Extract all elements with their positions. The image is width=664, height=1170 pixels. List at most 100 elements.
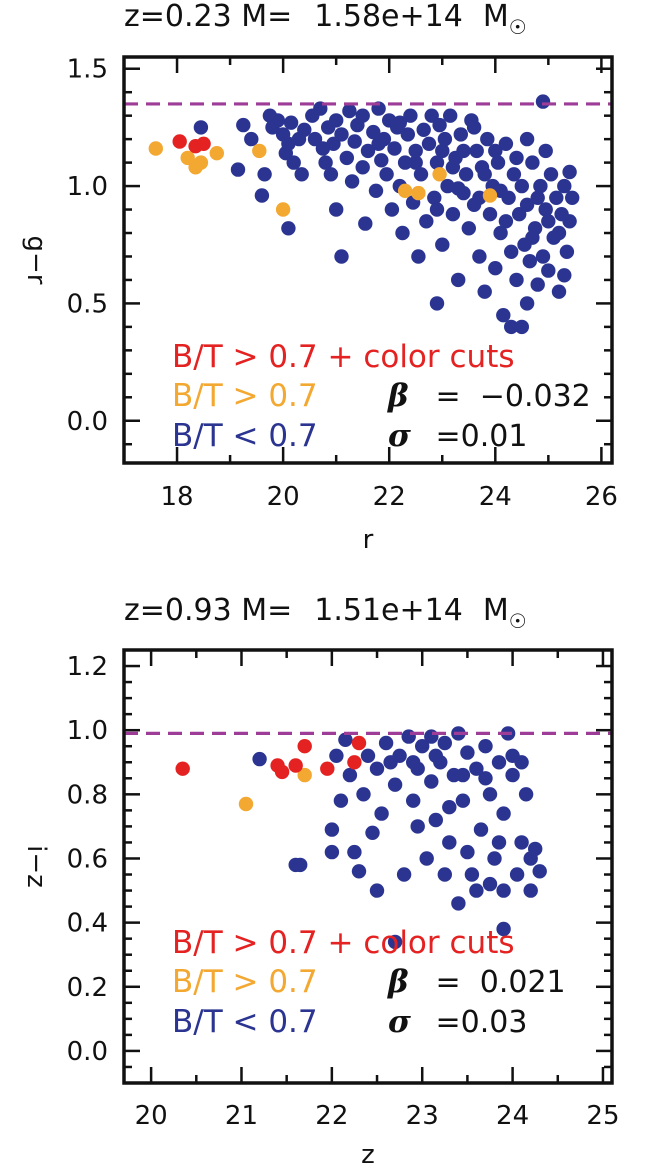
point-series0-0 <box>176 762 190 776</box>
point-series2-59 <box>419 214 433 228</box>
point-series2-27 <box>429 813 443 827</box>
point-series2-14 <box>287 155 301 169</box>
point-series2-35 <box>356 160 370 174</box>
legend-entry: B/T < 0.7 <box>172 1004 318 1040</box>
point-series2-2 <box>293 858 307 872</box>
title-unit-symbol: ☉ <box>509 15 527 39</box>
point-series2-63 <box>383 755 397 769</box>
point-series2-2 <box>236 118 250 132</box>
y-axis-label: g−r <box>21 236 51 285</box>
point-series2-129 <box>430 202 444 216</box>
point-series2-14 <box>370 762 384 776</box>
point-series2-89 <box>496 308 510 322</box>
y-tick-label: 1.0 <box>67 172 108 202</box>
sigma-symbol: σ <box>388 418 411 454</box>
point-series2-79 <box>470 144 484 158</box>
point-series1-5 <box>252 144 266 158</box>
point-series2-16 <box>379 736 393 750</box>
data-points <box>176 726 547 949</box>
x-tick-label: 21 <box>225 1101 258 1131</box>
point-series2-130 <box>509 151 523 165</box>
point-series2-31 <box>342 104 356 118</box>
y-tick-label: 0.0 <box>67 407 108 437</box>
point-series2-18 <box>388 778 402 792</box>
point-series2-42 <box>492 755 506 769</box>
point-series2-44 <box>379 167 393 181</box>
y-tick-label: 1.2 <box>67 652 108 682</box>
point-series2-12 <box>281 221 295 235</box>
point-series2-50 <box>395 226 409 240</box>
point-series2-64 <box>430 296 444 310</box>
point-series2-44 <box>496 806 510 820</box>
point-series2-123 <box>520 132 534 146</box>
y-tick-label: 0.6 <box>67 844 108 874</box>
point-series2-41 <box>487 851 501 865</box>
point-series2-76 <box>462 221 476 235</box>
point-series2-36 <box>465 867 479 881</box>
point-series2-127 <box>552 226 566 240</box>
title-unit-symbol: ☉ <box>509 609 527 633</box>
point-series2-59 <box>442 800 456 814</box>
beta-value: = 0.021 <box>426 965 566 1000</box>
point-series2-75 <box>459 167 473 181</box>
beta-symbol: β <box>387 964 409 1000</box>
point-series2-4 <box>325 845 339 859</box>
point-series1-3 <box>194 155 208 169</box>
point-series2-48 <box>514 835 528 849</box>
y-tick-label: 0.4 <box>67 909 108 939</box>
x-tick-label: 24 <box>479 482 512 512</box>
x-tick-label: 24 <box>496 1101 529 1131</box>
point-series2-33 <box>348 134 362 148</box>
x-tick-label: 22 <box>315 1101 348 1131</box>
point-series2-113 <box>552 285 566 299</box>
point-series2-13 <box>365 826 379 840</box>
point-series0-3 <box>289 758 303 772</box>
point-series2-94 <box>507 167 521 181</box>
point-series1-7 <box>398 184 412 198</box>
legend-entry: B/T > 0.7 + color cuts <box>172 339 515 375</box>
point-series2-60 <box>411 819 425 833</box>
point-series2-46 <box>385 202 399 216</box>
point-series2-65 <box>478 771 492 785</box>
point-series2-47 <box>510 867 524 881</box>
point-series2-50 <box>524 883 538 897</box>
point-series2-58 <box>417 123 431 137</box>
point-series2-32 <box>451 896 465 910</box>
x-tick-label: 22 <box>373 482 406 512</box>
point-series2-5 <box>257 167 271 181</box>
point-series2-5 <box>329 749 343 763</box>
point-series1-4 <box>210 146 224 160</box>
point-series2-124 <box>499 214 513 228</box>
point-series2-142 <box>451 181 465 195</box>
point-series2-133 <box>557 268 571 282</box>
point-series2-8 <box>271 113 285 127</box>
title-mass: 1.58e+14 <box>314 0 463 34</box>
point-series2-21 <box>402 729 416 743</box>
point-series0-6 <box>347 755 361 769</box>
title-prefix: z=0.93 M= <box>124 593 292 628</box>
point-series2-73 <box>454 127 468 141</box>
legend-entry: B/T > 0.7 + color cuts <box>172 925 515 961</box>
point-series2-11 <box>356 787 370 801</box>
point-series2-68 <box>406 755 420 769</box>
point-series2-57 <box>496 883 510 897</box>
point-series2-115 <box>557 179 571 193</box>
sigma-value: =0.01 <box>426 419 527 454</box>
point-series2-0 <box>194 120 208 134</box>
point-series2-140 <box>565 191 579 205</box>
point-series2-56 <box>411 249 425 263</box>
x-axis-label: z <box>361 1140 375 1170</box>
y-tick-label: 1.5 <box>67 55 108 85</box>
point-series2-119 <box>488 144 502 158</box>
point-series2-30 <box>442 835 456 849</box>
x-tick-label: 18 <box>160 482 193 512</box>
point-series2-3 <box>244 132 258 146</box>
point-series2-126 <box>531 191 545 205</box>
point-series2-93 <box>504 245 518 259</box>
title-unit: M <box>483 0 509 34</box>
point-series2-132 <box>520 296 534 310</box>
point-series2-84 <box>483 207 497 221</box>
y-tick-label: 0.2 <box>67 973 108 1003</box>
sigma-value: =0.03 <box>426 1005 527 1040</box>
point-series0-2 <box>275 765 289 779</box>
